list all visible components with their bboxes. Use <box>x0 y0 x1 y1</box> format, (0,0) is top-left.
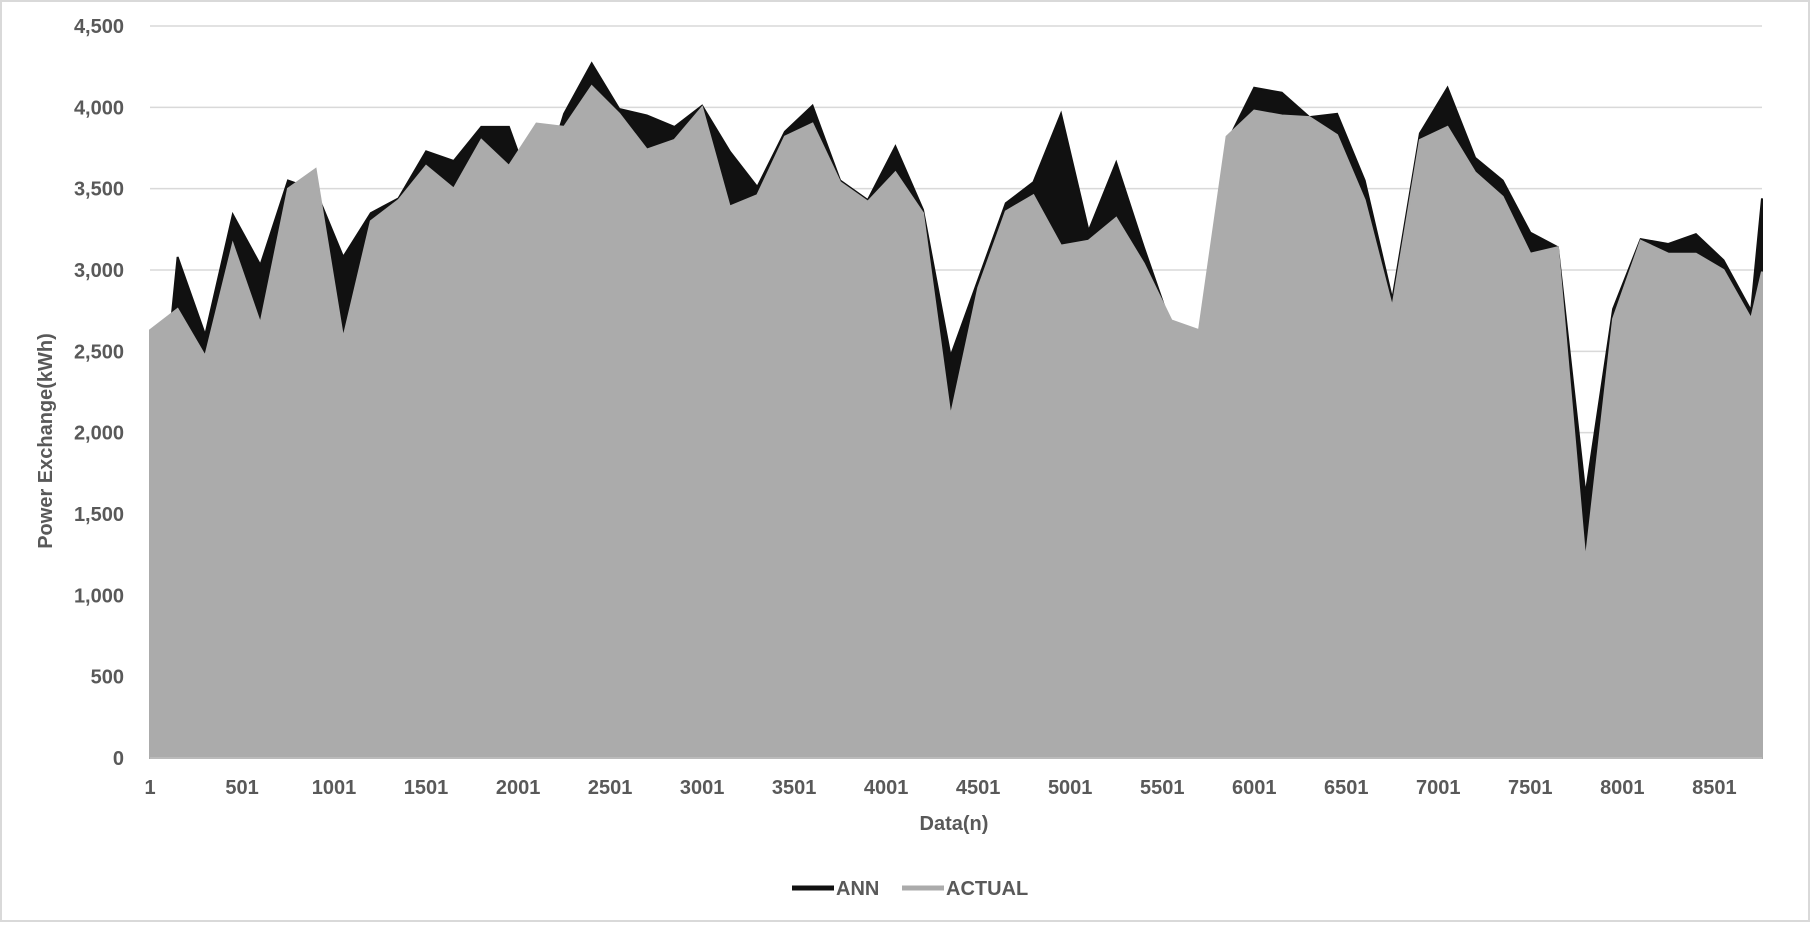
x-tick-label: 1 <box>144 777 155 799</box>
y-tick-label: 2,000 <box>74 423 124 445</box>
legend: ANN ACTUAL <box>792 878 1028 900</box>
x-tick-label: 3001 <box>680 777 725 799</box>
x-tick-label: 2501 <box>588 777 633 799</box>
y-tick-label: 4,500 <box>74 16 124 38</box>
y-tick-label: 500 <box>91 667 124 689</box>
x-tick-label: 501 <box>225 777 258 799</box>
x-tick-label: 1501 <box>404 777 449 799</box>
y-tick-label: 3,500 <box>74 179 124 201</box>
x-tick-labels: 1 501 1001 1501 2001 2501 3001 3501 4001 4501 5001… <box>144 777 1736 799</box>
x-tick-label: 7001 <box>1416 777 1461 799</box>
y-axis-title: Power Exchange(kWh) <box>35 333 57 549</box>
x-tick-label: 8501 <box>1692 777 1737 799</box>
x-tick-label: 5501 <box>1140 777 1185 799</box>
x-tick-label: 5001 <box>1048 777 1093 799</box>
legend-label-ann: ANN <box>836 878 879 900</box>
x-tick-label: 7501 <box>1508 777 1553 799</box>
x-tick-label: 6501 <box>1324 777 1369 799</box>
y-tick-labels: 0 500 1,000 1,500 2,000 2,500 3,000 3,500 4,000 4… <box>74 16 124 770</box>
y-tick-label: 0 <box>113 748 124 770</box>
x-axis-title: Data(n) <box>920 813 989 835</box>
legend-label-actual: ACTUAL <box>946 878 1028 900</box>
x-tick-label: 4501 <box>956 777 1001 799</box>
x-tick-label: 4001 <box>864 777 909 799</box>
y-tick-label: 4,000 <box>74 97 124 119</box>
y-tick-label: 2,500 <box>74 341 124 363</box>
y-tick-label: 1,000 <box>74 585 124 607</box>
x-tick-label: 2001 <box>496 777 541 799</box>
x-tick-label: 6001 <box>1232 777 1277 799</box>
y-tick-label: 3,000 <box>74 260 124 282</box>
x-tick-label: 1001 <box>312 777 357 799</box>
series-layer <box>149 61 1763 759</box>
series-actual-area <box>149 84 1763 759</box>
x-tick-label: 3501 <box>772 777 817 799</box>
y-tick-label: 1,500 <box>74 504 124 526</box>
x-tick-label: 8001 <box>1600 777 1645 799</box>
